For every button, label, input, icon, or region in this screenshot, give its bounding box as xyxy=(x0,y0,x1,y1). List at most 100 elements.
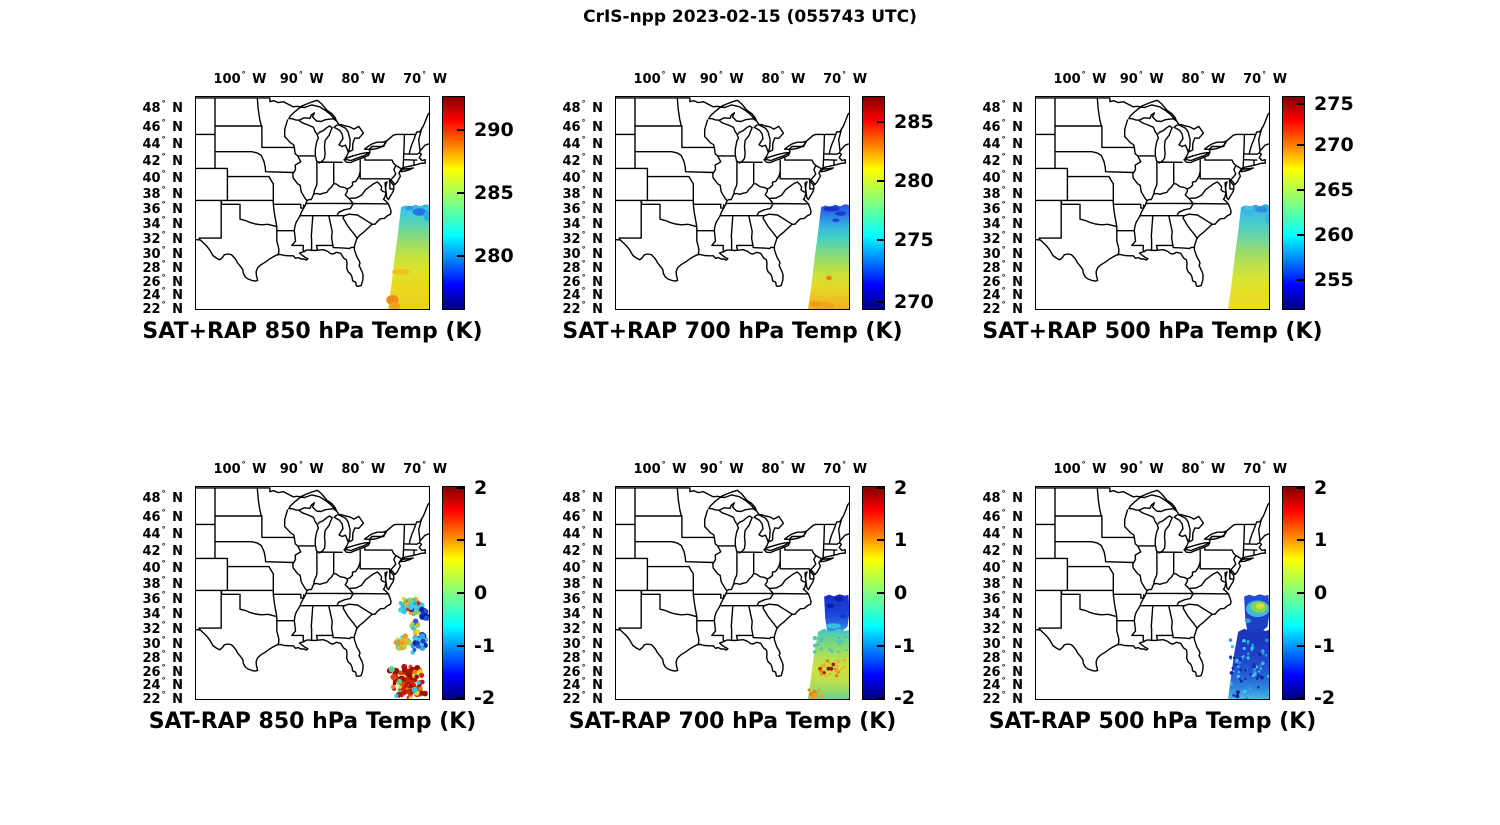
lat-tick-text: 42 xyxy=(562,544,581,560)
swath-speckle xyxy=(1237,670,1241,674)
swath-speckle xyxy=(1237,665,1240,668)
swath-speckle xyxy=(1238,661,1242,665)
lat-tick-label: 36° N xyxy=(119,590,184,608)
lon-tick-text: 90 xyxy=(1119,72,1138,87)
lat-tick-text: ° xyxy=(581,634,586,644)
lat-tick-label: 24° N xyxy=(959,286,1024,303)
lon-tick-text: 100 xyxy=(213,72,241,87)
lat-tick-label: 40° N xyxy=(119,559,184,576)
swath-speckle xyxy=(819,694,824,699)
map-content xyxy=(1036,97,1269,309)
lat-tick-text: ° xyxy=(1001,605,1006,615)
lat-tick-text: ° xyxy=(1001,542,1006,552)
lon-tick-text: 100 xyxy=(633,462,661,477)
swath-speckle xyxy=(812,689,817,695)
lat-tick-label: 48° N xyxy=(119,99,184,117)
lat-tick-text: N xyxy=(167,170,183,186)
lat-tick-text: N xyxy=(587,137,603,153)
scatter-point xyxy=(419,679,425,685)
us-basemap xyxy=(196,487,429,677)
swath-shape xyxy=(387,204,429,309)
swath-speckle xyxy=(1240,695,1244,699)
colorbar-tick xyxy=(457,129,464,132)
lat-tick-text: ° xyxy=(581,605,586,615)
lon-tick-text: 90 xyxy=(279,72,298,87)
lat-tick-text: 22 xyxy=(982,691,1001,707)
lat-tick-text: N xyxy=(167,101,183,117)
lon-tick-text: ° xyxy=(422,70,427,79)
lon-tick-text: ° xyxy=(661,70,666,79)
lat-tick-text: 24 xyxy=(142,678,161,694)
lat-tick-text: ° xyxy=(161,200,166,210)
lat-tick-text: N xyxy=(1007,154,1023,170)
lon-tick-text: ° xyxy=(718,70,723,79)
swath-speckle xyxy=(1238,677,1241,680)
lat-tick-text: 30 xyxy=(142,246,161,262)
lat-tick-text: 22 xyxy=(142,301,161,317)
lat-tick-label: 24° N xyxy=(119,676,184,694)
swath-speckle xyxy=(820,646,823,650)
swath-speckle xyxy=(825,659,829,663)
lat-tick-text: 28 xyxy=(562,650,581,666)
lon-tick-text: 70 xyxy=(823,462,842,477)
swath-patch xyxy=(1265,214,1269,224)
figure-title: CrIS-npp 2023-02-15 (055743 UTC) xyxy=(583,7,917,27)
scatter-point xyxy=(402,633,408,639)
lat-tick-label: 36° N xyxy=(539,590,604,607)
lat-tick-text: ° xyxy=(161,648,166,658)
scatter-point xyxy=(408,684,413,689)
lat-tick-text: N xyxy=(167,592,183,608)
lat-tick-text: ° xyxy=(581,135,586,145)
lat-tick-text: N xyxy=(167,232,183,248)
colorbar-tick-label: -2 xyxy=(894,687,916,710)
colorbar-tick xyxy=(1297,486,1304,489)
lon-tick-label: 100° W xyxy=(620,70,700,87)
swath-speckle xyxy=(840,667,843,671)
colorbar-tick-label: 2 xyxy=(1314,476,1328,499)
lat-tick-text: N xyxy=(1007,544,1023,560)
lat-tick-text: 46 xyxy=(562,509,581,525)
lat-tick-label: 28° N xyxy=(539,648,604,666)
colorbar-tick xyxy=(877,239,884,242)
scatter-point xyxy=(408,696,413,699)
lon-tick-text: ° xyxy=(780,460,785,469)
swath-speckle xyxy=(831,662,835,667)
lat-tick-label: 48° N xyxy=(539,99,604,116)
lat-tick-text: 28 xyxy=(982,650,1001,666)
swath-speckle xyxy=(813,693,818,697)
colorbar-tick xyxy=(1297,188,1304,191)
colorbar-tick xyxy=(457,697,464,700)
lat-tick-text: ° xyxy=(1001,299,1006,309)
lat-tick-text: ° xyxy=(161,230,166,240)
lat-tick-text: ° xyxy=(581,620,586,630)
swath-speckle xyxy=(1230,645,1234,649)
lat-tick-text: 34 xyxy=(562,217,581,233)
colorbar-tick-label: 275 xyxy=(1314,93,1354,116)
lon-tick-label: 100° W xyxy=(1040,70,1120,87)
lat-tick-text: ° xyxy=(581,648,586,658)
lat-tick-label: 28° N xyxy=(119,259,184,276)
lon-tick-text: ° xyxy=(718,460,723,469)
lat-tick-text: N xyxy=(587,576,603,592)
lat-tick-text: 44 xyxy=(982,137,1001,153)
swath-speckle xyxy=(1257,686,1260,689)
swath-speckle xyxy=(1260,650,1264,653)
colorbar-tick-label: 285 xyxy=(474,181,514,204)
colorbar-tick xyxy=(877,697,884,700)
swath-speckle xyxy=(1235,690,1240,695)
lat-tick-text: N xyxy=(1007,217,1023,233)
lat-tick-label: 38° N xyxy=(959,185,1024,202)
lat-tick-text: ° xyxy=(581,489,586,499)
us-basemap xyxy=(196,97,429,287)
map-frame xyxy=(615,96,850,310)
us-basemap xyxy=(1036,487,1269,677)
satellite-swath xyxy=(386,204,429,309)
colorbar-tick xyxy=(1297,644,1304,647)
lat-tick-text: ° xyxy=(581,152,586,162)
map-sat-minus-rap-850-hpa xyxy=(195,486,430,700)
lat-tick-label: 30° N xyxy=(119,245,184,262)
lon-tick-label: 70° W xyxy=(385,460,465,477)
map-frame xyxy=(1035,486,1270,700)
lon-tick-text: ° xyxy=(360,460,365,469)
